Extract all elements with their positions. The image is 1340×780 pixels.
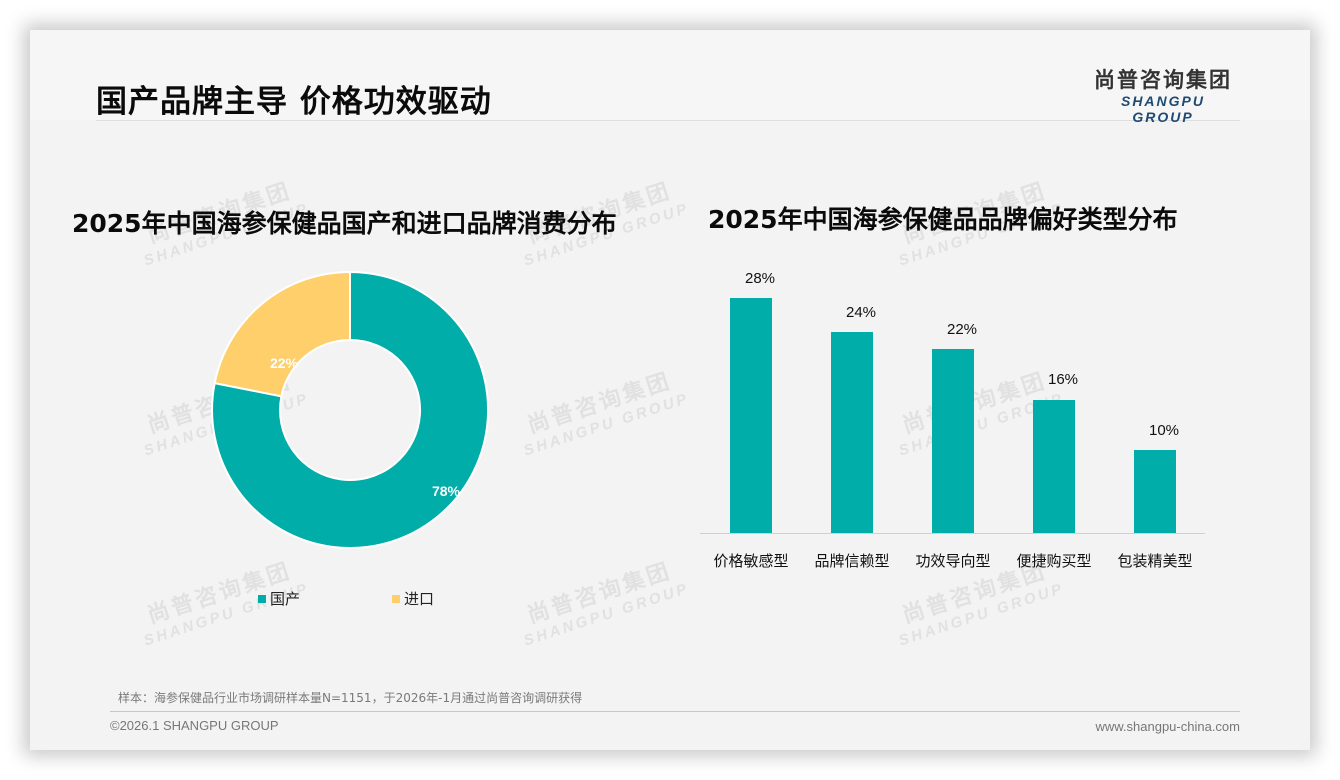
bar-value-label: 16% bbox=[1047, 371, 1079, 388]
header-band bbox=[30, 30, 1310, 120]
bar-price-sensitive[interactable] bbox=[730, 298, 772, 533]
legend-label: 国产 bbox=[270, 590, 301, 608]
legend-item-domestic: 国产 bbox=[258, 588, 300, 609]
title-divider bbox=[96, 120, 1240, 121]
legend-swatch-yellow bbox=[392, 594, 400, 603]
bar-packaging[interactable] bbox=[1134, 450, 1176, 533]
bar-value-label: 28% bbox=[744, 270, 776, 287]
copyright-text: ©2026.1 SHANGPU GROUP bbox=[110, 718, 279, 733]
bar-chart: 28% 价格敏感型 24% 品牌信赖型 22% 功效导向型 16% 便捷购买型 … bbox=[700, 270, 1210, 580]
donut-chart-title: 2025年中国海参保健品国产和进口品牌消费分布 bbox=[72, 209, 617, 238]
bar-convenient-purchase[interactable] bbox=[1033, 400, 1075, 533]
bar-value-label: 10% bbox=[1148, 422, 1180, 439]
bar-category-label: 功效导向型 bbox=[915, 552, 991, 570]
bar-value-label: 24% bbox=[845, 304, 877, 321]
x-axis bbox=[700, 533, 1205, 534]
donut-label-domestic: 78% bbox=[432, 483, 461, 499]
bar-category-label: 便捷购买型 bbox=[1016, 552, 1092, 570]
logo-cn-text: 尚普咨询集团 bbox=[1094, 68, 1232, 92]
bar-category-label: 包装精美型 bbox=[1117, 552, 1193, 570]
footer-divider bbox=[110, 711, 1240, 712]
legend-swatch-teal bbox=[258, 594, 266, 603]
bar-brand-trust[interactable] bbox=[831, 332, 873, 533]
bar-chart-title: 2025年中国海参保健品品牌偏好类型分布 bbox=[708, 205, 1178, 234]
donut-slice-imported[interactable] bbox=[213, 270, 351, 398]
donut-label-imported: 22% bbox=[270, 355, 299, 371]
donut-slice-domestic[interactable] bbox=[211, 270, 489, 549]
website-link[interactable]: www.shangpu-china.com bbox=[1095, 719, 1240, 734]
legend-label: 进口 bbox=[404, 590, 435, 608]
donut-chart: 78% 22% bbox=[211, 270, 489, 549]
company-logo: 尚普咨询集团 SHANGPU GROUP bbox=[1088, 64, 1238, 125]
bar-category-label: 品牌信赖型 bbox=[814, 552, 890, 570]
sample-note: 样本：海参保健品行业市场调研样本量N=1151，于2026年-1月通过尚普咨询调… bbox=[118, 691, 583, 705]
legend-item-imported: 进口 bbox=[392, 588, 434, 609]
bar-efficacy-oriented[interactable] bbox=[932, 349, 974, 533]
bar-category-label: 价格敏感型 bbox=[713, 552, 789, 570]
bar-value-label: 22% bbox=[946, 321, 978, 338]
page-title: 国产品牌主导 价格功效驱动 bbox=[96, 84, 492, 120]
slide: 国产品牌主导 价格功效驱动 尚普咨询集团 SHANGPU GROUP 尚普咨询集… bbox=[30, 30, 1310, 750]
logo-en-text: SHANGPU GROUP bbox=[1120, 93, 1205, 125]
